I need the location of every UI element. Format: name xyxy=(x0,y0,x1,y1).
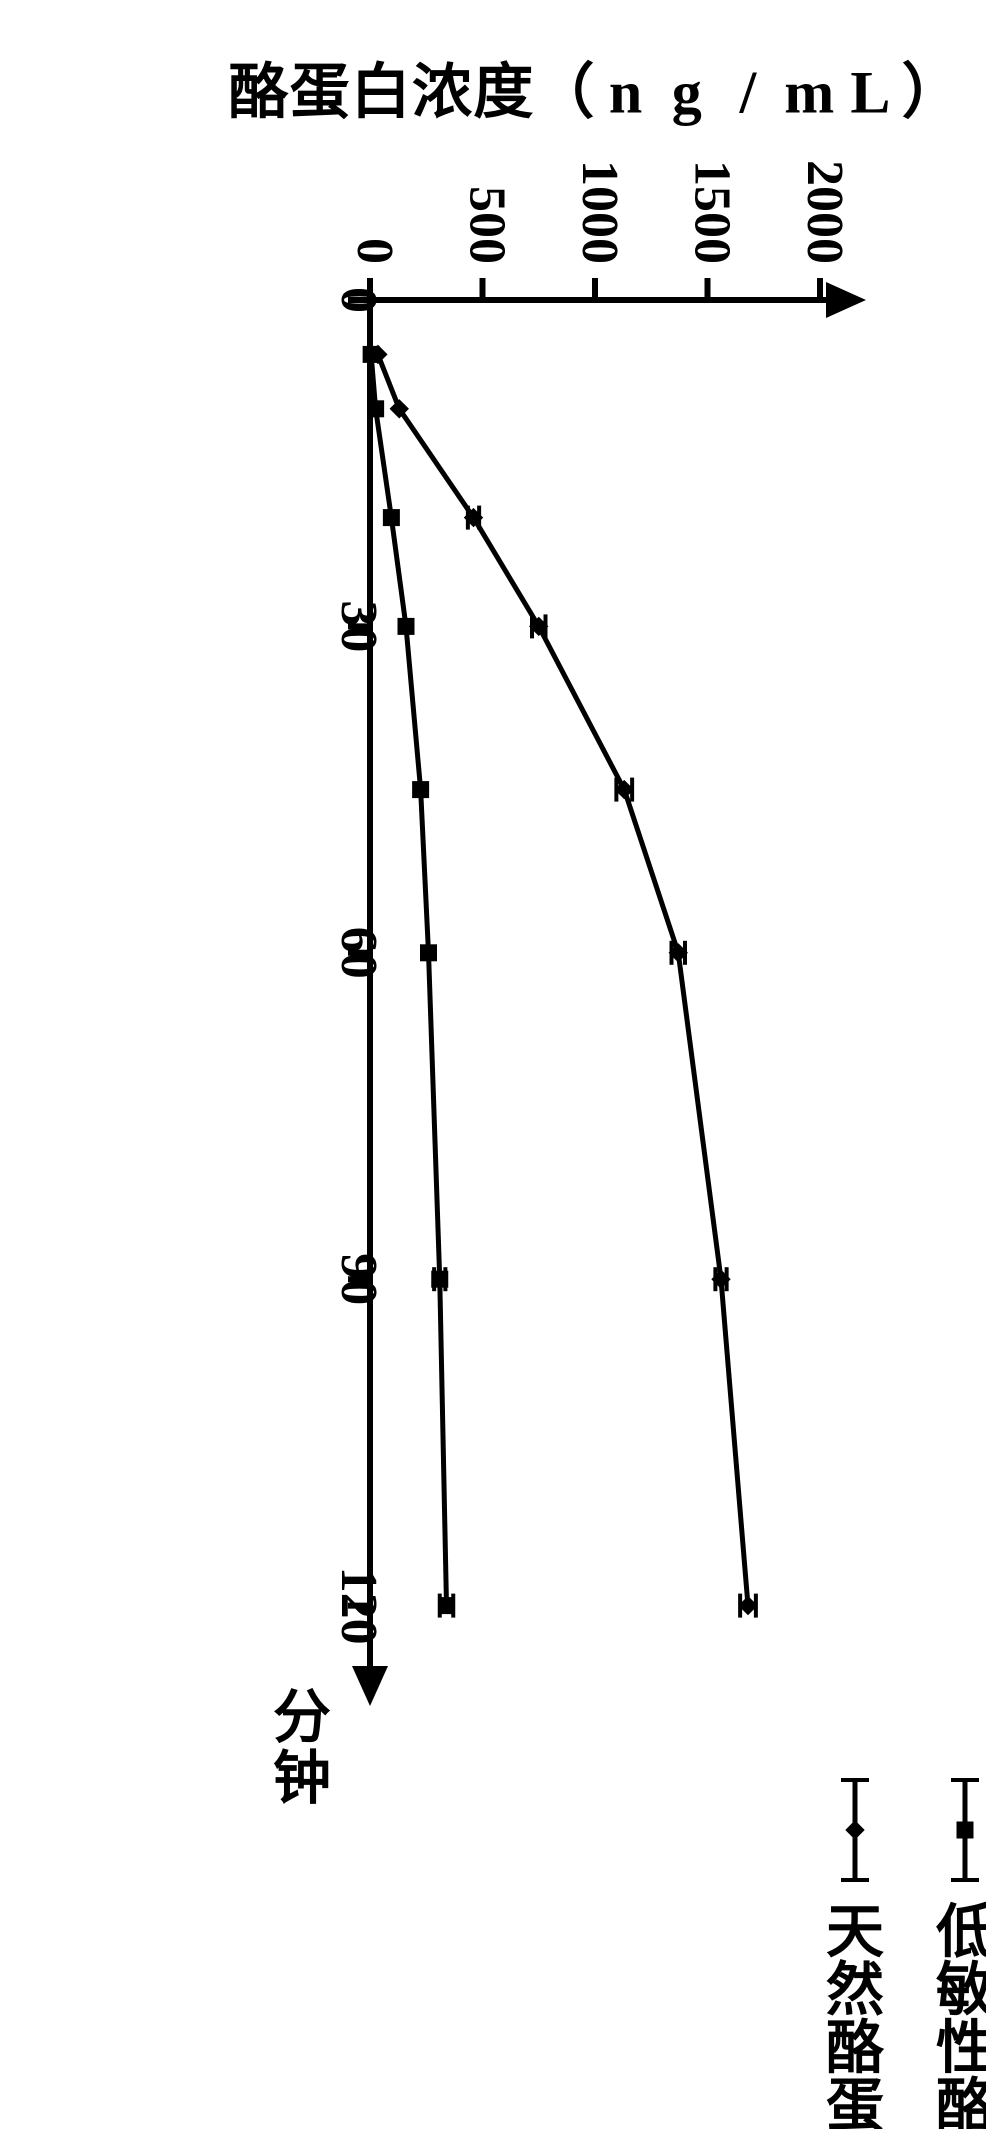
svg-text:n: n xyxy=(609,59,642,125)
legend-label: 性 xyxy=(936,2016,986,2081)
svg-text:白: 白 xyxy=(351,59,411,125)
y-tick-label: 1000 xyxy=(571,160,628,264)
x-tick-label: 120 xyxy=(330,1567,387,1645)
x-tick-label: 60 xyxy=(330,927,387,979)
svg-text:度: 度 xyxy=(473,59,533,125)
svg-text:（: （ xyxy=(534,58,594,125)
legend-label: 低 xyxy=(936,1900,986,1965)
x-tick-label: 90 xyxy=(330,1253,387,1305)
legend-label: 酪 xyxy=(936,2074,986,2129)
legend-label: 蛋 xyxy=(826,2074,884,2129)
y-tick-label: 0 xyxy=(346,238,403,264)
svg-text:）: ） xyxy=(902,58,962,125)
x-axis-title: 分钟 xyxy=(273,1685,331,1811)
legend: 天然酪蛋白低敏性酪蛋白 xyxy=(826,1780,986,2129)
y-tick-label: 2000 xyxy=(796,160,853,264)
legend-label: 敏 xyxy=(936,1958,986,2023)
svg-text:m: m xyxy=(784,59,834,125)
x-tick-label: 0 xyxy=(330,287,387,313)
legend-label: 酪 xyxy=(826,2016,885,2081)
svg-text:浓: 浓 xyxy=(412,59,473,125)
y-tick-label: 500 xyxy=(459,186,516,264)
axes: 0 500 1000 1500 2000 0 30 60 90 120 xyxy=(330,160,866,1706)
svg-text:钟: 钟 xyxy=(273,1746,331,1811)
svg-text:L: L xyxy=(850,59,890,125)
legend-label: 然 xyxy=(826,1958,884,2023)
y-axis-title: 酪蛋白浓度（ng / mL） xyxy=(228,58,961,125)
svg-text:酪: 酪 xyxy=(228,59,289,125)
svg-text:蛋: 蛋 xyxy=(290,59,350,125)
svg-text:g: g xyxy=(672,59,702,125)
series-low-sensitivity xyxy=(363,346,454,1617)
svg-text:分: 分 xyxy=(273,1685,331,1750)
svg-text:/: / xyxy=(739,59,758,125)
chart-svg: 05001000150020000306090120酪蛋白浓度（ng/mL）分钟… xyxy=(0,0,986,2129)
y-tick-label: 1500 xyxy=(684,160,741,264)
x-tick-label: 30 xyxy=(330,600,387,652)
legend-label: 天 xyxy=(826,1900,884,1965)
